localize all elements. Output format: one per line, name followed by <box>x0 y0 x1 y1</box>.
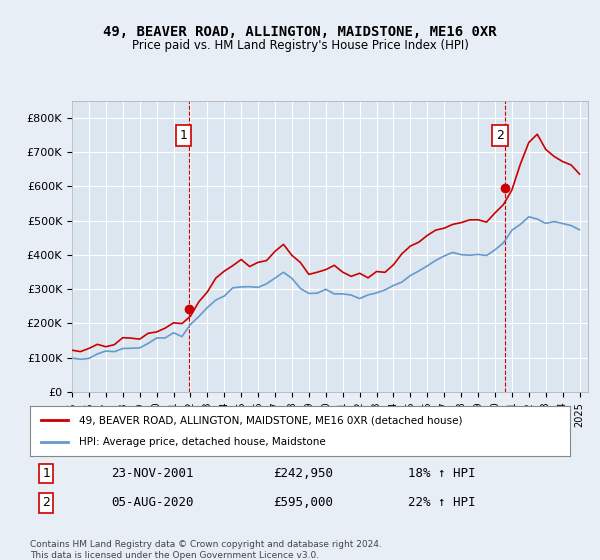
Text: 2: 2 <box>42 496 50 510</box>
Text: Price paid vs. HM Land Registry's House Price Index (HPI): Price paid vs. HM Land Registry's House … <box>131 39 469 52</box>
Text: 2: 2 <box>496 129 504 142</box>
Text: HPI: Average price, detached house, Maidstone: HPI: Average price, detached house, Maid… <box>79 437 325 447</box>
Text: 23-NOV-2001: 23-NOV-2001 <box>111 467 193 480</box>
Text: 49, BEAVER ROAD, ALLINGTON, MAIDSTONE, ME16 0XR: 49, BEAVER ROAD, ALLINGTON, MAIDSTONE, M… <box>103 25 497 39</box>
Text: Contains HM Land Registry data © Crown copyright and database right 2024.
This d: Contains HM Land Registry data © Crown c… <box>30 540 382 560</box>
Text: 1: 1 <box>180 129 188 142</box>
Text: 49, BEAVER ROAD, ALLINGTON, MAIDSTONE, ME16 0XR (detached house): 49, BEAVER ROAD, ALLINGTON, MAIDSTONE, M… <box>79 415 462 425</box>
Text: 18% ↑ HPI: 18% ↑ HPI <box>408 467 476 480</box>
Text: £595,000: £595,000 <box>273 496 333 510</box>
Text: 1: 1 <box>42 467 50 480</box>
Text: 22% ↑ HPI: 22% ↑ HPI <box>408 496 476 510</box>
Text: 05-AUG-2020: 05-AUG-2020 <box>111 496 193 510</box>
Text: £242,950: £242,950 <box>273 467 333 480</box>
